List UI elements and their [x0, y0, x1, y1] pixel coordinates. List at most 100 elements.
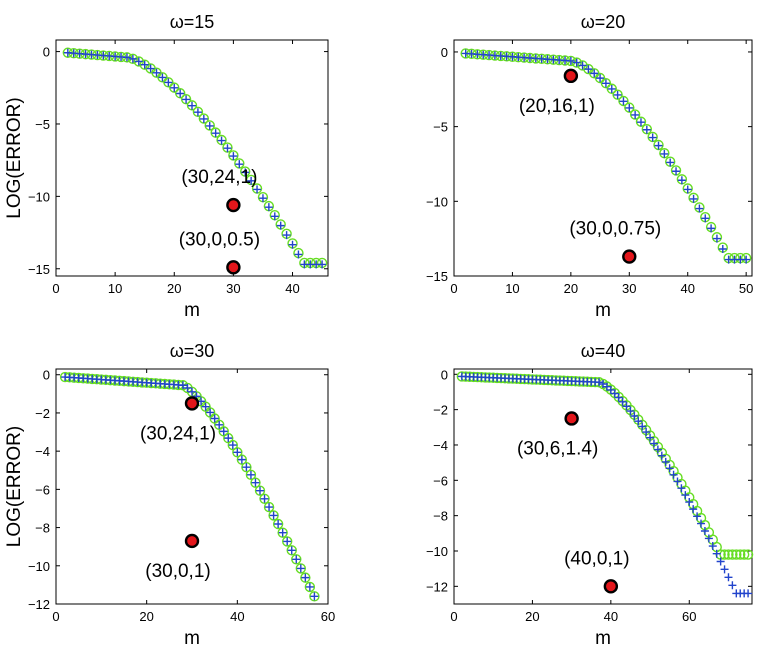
- x-tick-label: 40: [285, 281, 299, 296]
- circle-marker: [309, 591, 320, 602]
- circle-marker: [738, 549, 750, 560]
- plus-marker: [712, 549, 721, 558]
- x-axis-label: m: [595, 300, 611, 321]
- plus-marker: [264, 203, 273, 212]
- y-tick-label: 0: [441, 367, 448, 382]
- plus-marker: [653, 445, 662, 454]
- circle-marker: [295, 563, 306, 574]
- plus-marker: [744, 589, 753, 598]
- y-axis-label: LOG(ERROR): [4, 97, 25, 218]
- circle-marker: [304, 581, 316, 593]
- circle-marker: [186, 100, 198, 111]
- y-tick-label: −5: [35, 117, 50, 132]
- plus-marker: [689, 505, 698, 514]
- circle-marker: [250, 477, 261, 488]
- plus-marker: [278, 528, 287, 537]
- plus-marker: [176, 89, 185, 98]
- plus-marker: [590, 69, 599, 78]
- plus-marker: [607, 84, 616, 93]
- plus-marker: [206, 408, 215, 417]
- y-tick-label: 0: [441, 45, 448, 60]
- axes-frame: [453, 39, 753, 277]
- axes-frame: [55, 39, 329, 277]
- plus-marker: [223, 144, 232, 153]
- circle-marker: [731, 549, 742, 560]
- plus-marker: [669, 470, 678, 479]
- plus-marker: [660, 149, 669, 158]
- y-tick-label: −15: [426, 269, 448, 284]
- plus-marker: [701, 214, 710, 223]
- plus-marker: [634, 417, 643, 426]
- highlight-point: [184, 533, 200, 549]
- y-tick-label: −8: [433, 509, 448, 524]
- plus-marker: [613, 90, 622, 99]
- plus-marker: [596, 74, 605, 83]
- y-tick-label: 0: [43, 368, 50, 383]
- plus-marker: [681, 491, 690, 500]
- plus-marker: [235, 160, 244, 169]
- plus-marker: [211, 129, 220, 138]
- plus-marker: [677, 484, 686, 493]
- x-tick-label: 10: [505, 281, 519, 296]
- plus-marker: [265, 503, 274, 512]
- circle-marker: [174, 88, 186, 99]
- circle-marker: [192, 106, 204, 118]
- plus-marker: [622, 402, 631, 411]
- x-tick-label: 40: [680, 281, 694, 296]
- y-tick-label: −6: [35, 482, 50, 497]
- plus-marker: [246, 470, 255, 479]
- highlight-point: [226, 197, 241, 213]
- highlight-point: [563, 68, 579, 84]
- axes-frame: [453, 368, 753, 605]
- plus-marker: [677, 176, 686, 185]
- plus-marker: [188, 387, 196, 396]
- point-annotation: (40,0,1): [564, 548, 629, 569]
- circle-marker: [169, 82, 180, 93]
- plus-marker: [182, 95, 191, 104]
- circle-marker: [204, 120, 215, 131]
- y-tick-label: −10: [28, 559, 50, 574]
- x-tick-label: 60: [321, 609, 335, 624]
- plus-marker: [672, 167, 681, 176]
- plus-marker: [666, 158, 675, 167]
- circle-marker: [571, 57, 582, 68]
- chart-title: ω=40: [581, 341, 626, 361]
- circle-marker: [618, 95, 629, 107]
- point-annotation: (30,0,0.5): [179, 229, 260, 250]
- circle-marker: [198, 113, 210, 124]
- plus-marker: [253, 185, 262, 194]
- circle-marker: [600, 77, 612, 89]
- plus-marker: [718, 244, 727, 253]
- y-tick-label: −4: [35, 444, 50, 459]
- circle-marker: [232, 447, 243, 458]
- plus-marker: [601, 79, 610, 88]
- plus-marker: [128, 54, 137, 63]
- x-tick-label: 30: [226, 281, 240, 296]
- x-axis-label: m: [184, 300, 200, 321]
- plus-marker: [665, 464, 674, 473]
- x-axis-label: m: [595, 628, 611, 649]
- plus-marker: [294, 250, 303, 259]
- circle-marker: [577, 60, 588, 71]
- x-tick-label: 60: [682, 609, 696, 624]
- plus-marker: [282, 231, 291, 240]
- point-annotation: (30,24,1): [140, 423, 216, 444]
- subplot-4: ω=40 m 0 20 40 60 0 −2 −4 −6 −8 −10 −12 (30,6,1.4) (40…: [426, 341, 754, 649]
- axes-frame: [55, 368, 329, 605]
- plus-marker: [712, 234, 721, 243]
- series-crosses: [61, 373, 319, 601]
- x-tick-label: 20: [564, 281, 578, 296]
- plus-marker: [683, 185, 692, 194]
- circle-marker: [282, 536, 293, 547]
- plus-marker: [140, 60, 149, 69]
- plus-marker: [707, 224, 716, 233]
- circle-marker: [277, 527, 288, 538]
- circle-marker: [245, 469, 257, 481]
- highlight-point: [622, 249, 637, 264]
- y-tick-label: −2: [35, 406, 50, 421]
- circle-marker: [127, 53, 139, 65]
- circle-marker: [735, 549, 746, 560]
- circle-marker: [263, 501, 275, 513]
- plus-marker: [630, 412, 639, 421]
